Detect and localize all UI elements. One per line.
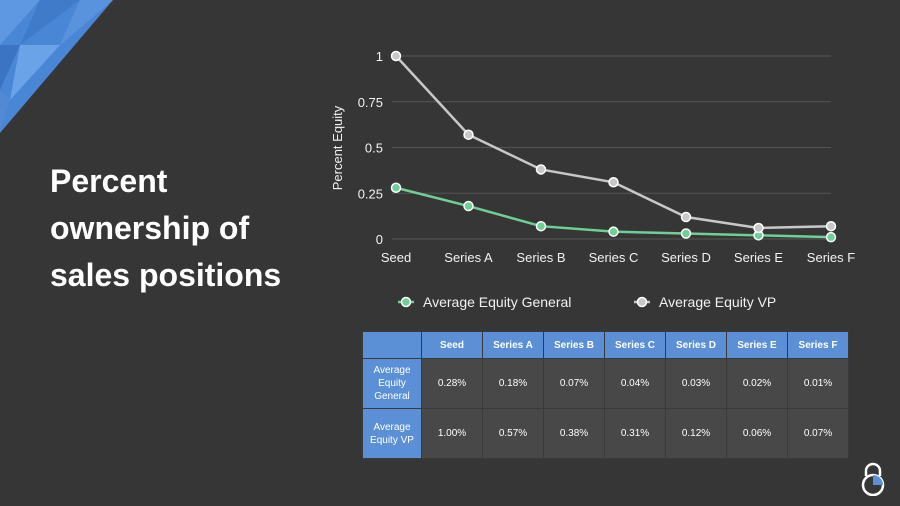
data-point <box>608 226 619 237</box>
table-row: Average Equity VP 1.00% 0.57% 0.38% 0.31… <box>362 408 849 459</box>
table-cell: 0.01% <box>787 358 849 409</box>
series-line <box>395 55 832 230</box>
table-cell: 0.38% <box>543 408 605 459</box>
y-tick-label: 1 <box>376 49 383 64</box>
x-tick-label: Series A <box>444 250 493 265</box>
table-cell: 0.18% <box>482 358 544 409</box>
table-header-cell: Series E <box>726 331 788 359</box>
table-corner-cell <box>362 331 422 359</box>
legend-marker <box>400 296 412 308</box>
data-point <box>753 222 764 234</box>
y-tick-label: 0.75 <box>358 95 383 110</box>
data-point <box>390 50 402 62</box>
table-row: Average Equity General 0.28% 0.18% 0.07%… <box>362 358 849 409</box>
x-tick-label: Series B <box>516 250 565 265</box>
x-tick-label: Series E <box>734 250 783 265</box>
table-cell: 0.57% <box>482 408 544 459</box>
x-tick-label: Series C <box>589 250 639 265</box>
x-tick-label: Seed <box>381 250 411 265</box>
x-tick-label: Series D <box>661 250 711 265</box>
legend-marker <box>636 296 648 308</box>
legend-label: Average Equity General <box>423 294 571 310</box>
table-cell: 0.07% <box>787 408 849 459</box>
table-header-cell: Series C <box>604 331 666 359</box>
y-axis-label: Percent Equity <box>330 105 345 190</box>
legend-label: Average Equity VP <box>659 294 776 310</box>
slide-title: Percent ownership of sales positions <box>50 163 282 293</box>
y-tick-label: 0 <box>376 232 383 247</box>
table-header-row: Seed Series A Series B Series C Series D… <box>362 331 849 359</box>
table-cell: 0.07% <box>543 358 605 409</box>
line-chart: 0 0.25 0.5 0.75 1 Seed Series A Series B Series … <box>330 49 855 310</box>
triangle-pattern-icon <box>0 0 113 133</box>
data-point <box>608 177 619 188</box>
table-header-cell: Series F <box>787 331 849 359</box>
table-header-cell: Series A <box>482 331 544 359</box>
table-header-cell: Series B <box>543 331 605 359</box>
table-header-cell: Seed <box>421 331 483 359</box>
table-cell: 0.06% <box>726 408 788 459</box>
table-header-cell: Series D <box>665 331 727 359</box>
row-label: Average Equity General <box>362 358 422 409</box>
data-point <box>825 220 837 232</box>
y-tick-label: 0.25 <box>358 186 383 201</box>
data-point <box>680 228 692 239</box>
data-point <box>825 231 837 243</box>
table-cell: 0.03% <box>665 358 727 409</box>
data-point <box>390 182 402 194</box>
table-cell: 0.31% <box>604 408 666 459</box>
table-cell: 0.12% <box>665 408 727 459</box>
lock-logo-icon <box>861 462 885 496</box>
table-cell: 0.04% <box>604 358 666 409</box>
y-tick-label: 0.5 <box>365 141 383 156</box>
data-point <box>535 220 547 232</box>
data-point <box>463 129 474 140</box>
data-table: Seed Series A Series B Series C Series D… <box>362 331 849 459</box>
table-cell: 0.02% <box>726 358 788 409</box>
data-point <box>463 200 474 212</box>
data-point <box>680 211 692 223</box>
table-cell: 0.28% <box>421 358 483 409</box>
data-point <box>535 164 547 175</box>
table-cell: 1.00% <box>421 408 483 459</box>
row-label: Average Equity VP <box>362 408 422 459</box>
x-tick-label: Series F <box>807 250 855 265</box>
